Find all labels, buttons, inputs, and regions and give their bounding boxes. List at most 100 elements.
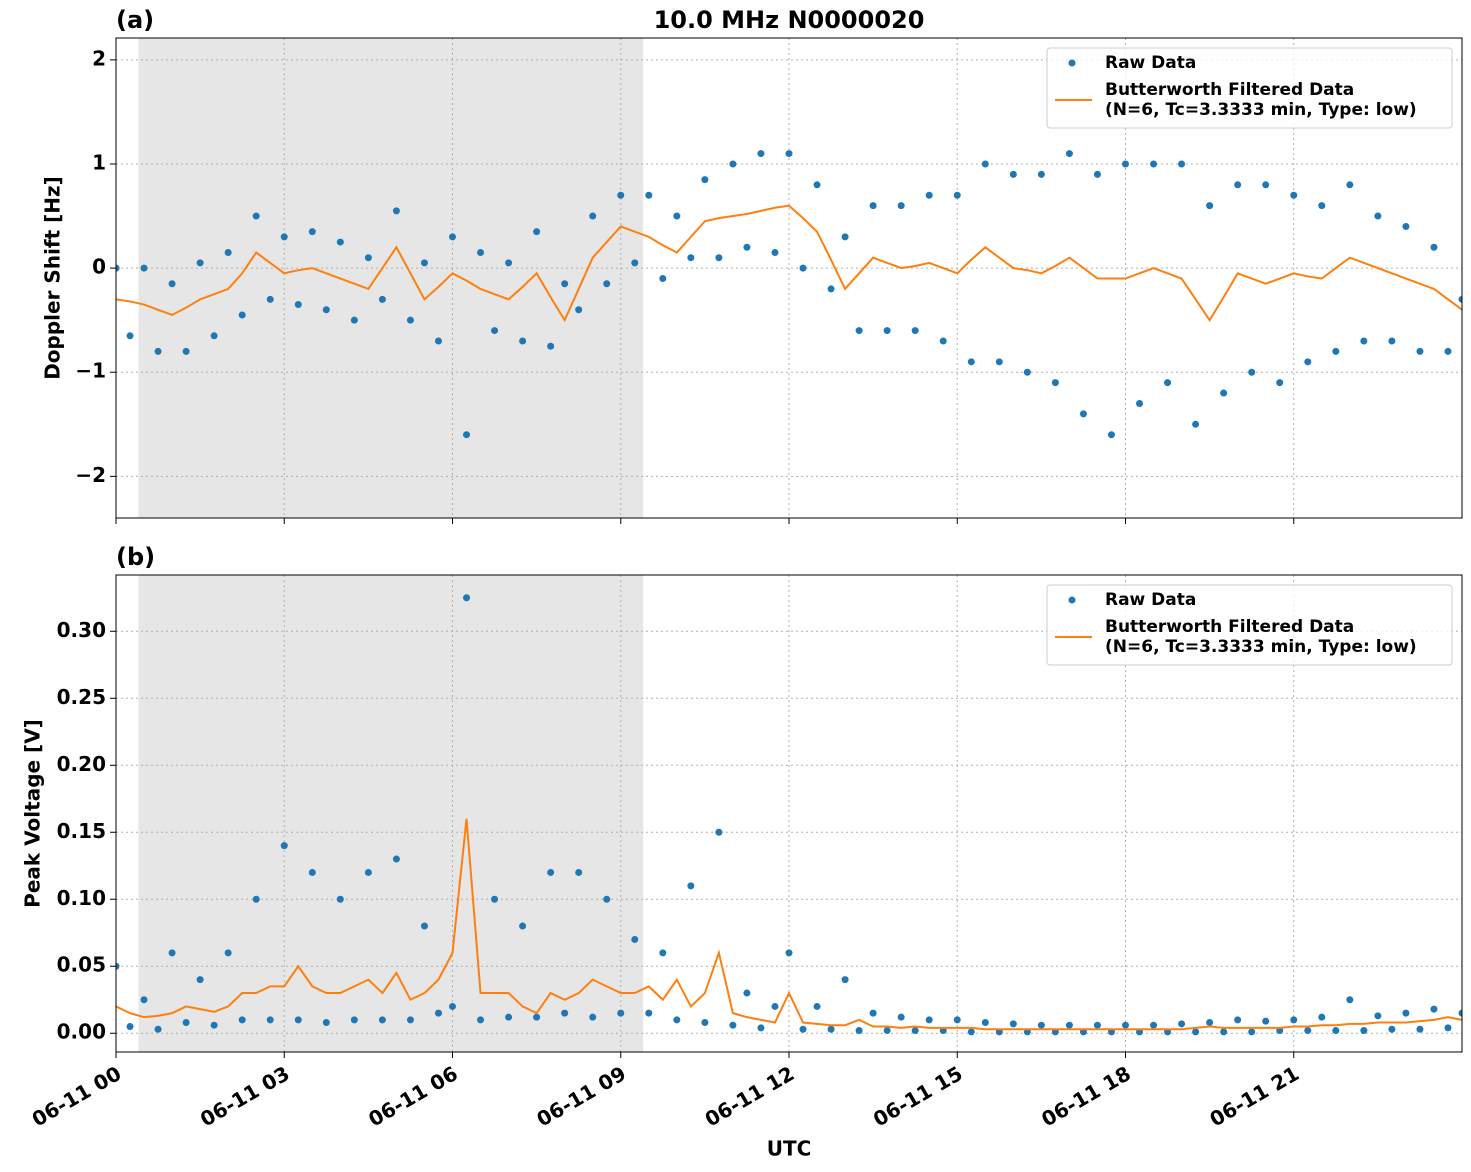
raw-point (743, 243, 751, 251)
raw-point (505, 1013, 513, 1021)
raw-point (196, 976, 204, 984)
raw-point (561, 280, 569, 288)
y-axis-label: Peak Voltage [V] (21, 719, 45, 908)
raw-point (575, 306, 583, 314)
raw-point (126, 1023, 134, 1031)
y-axis-label: Doppler Shift [Hz] (41, 176, 65, 380)
raw-point (729, 160, 737, 168)
y-tick-label: 0.00 (57, 1020, 106, 1044)
raw-point (1220, 389, 1228, 397)
raw-point (1065, 150, 1073, 158)
raw-point (631, 935, 639, 943)
raw-point (1318, 1013, 1326, 1021)
raw-point (715, 828, 723, 836)
raw-point (294, 1016, 302, 1024)
raw-point (1304, 358, 1312, 366)
night-shade (138, 575, 644, 1052)
raw-point (897, 202, 905, 210)
raw-point (280, 233, 288, 241)
raw-point (995, 358, 1003, 366)
raw-point (434, 337, 442, 345)
raw-point (1009, 170, 1017, 178)
raw-point (1192, 420, 1200, 428)
x-tick-label: 06-11 18 (1037, 1061, 1135, 1131)
raw-point (449, 233, 456, 241)
raw-point (350, 1016, 358, 1024)
raw-point (252, 895, 260, 903)
raw-point (1458, 1009, 1462, 1017)
raw-point (645, 191, 653, 199)
raw-point (116, 264, 120, 272)
raw-point (701, 1019, 709, 1027)
x-tick-label: 06-11 12 (701, 1061, 799, 1131)
raw-point (785, 150, 793, 158)
raw-point (224, 248, 232, 256)
raw-point (953, 1016, 961, 1024)
raw-point (1093, 170, 1101, 178)
raw-point (981, 160, 989, 168)
raw-point (1346, 996, 1354, 1004)
raw-point (855, 327, 863, 335)
raw-point (1318, 202, 1326, 210)
raw-point (336, 895, 344, 903)
y-tick-label: 2 (92, 46, 106, 70)
legend-box (1046, 584, 1453, 666)
legend-label: Butterworth Filtered Data (N=6, Tc=3.3333… (1105, 80, 1417, 120)
raw-point (1262, 181, 1270, 189)
filtered-line (116, 204, 1462, 323)
raw-point (1164, 379, 1172, 387)
raw-point (1430, 243, 1438, 251)
raw-point (1360, 337, 1368, 345)
raw-point (981, 1019, 989, 1027)
raw-point (420, 259, 428, 267)
raw-point (687, 882, 695, 890)
raw-point (827, 285, 835, 293)
raw-point (869, 1009, 877, 1017)
raw-point (1416, 1025, 1424, 1033)
y-tick-label: 0.15 (57, 819, 106, 843)
raw-point (1402, 222, 1410, 230)
raw-point (491, 895, 499, 903)
raw-point (1037, 1021, 1045, 1029)
raw-point (434, 1009, 442, 1017)
x-tick-label: 06-11 09 (532, 1061, 630, 1131)
x-axis-label: UTC (767, 1137, 812, 1161)
raw-point (841, 976, 849, 984)
raw-point (210, 1021, 218, 1029)
raw-point (967, 358, 975, 366)
raw-point (673, 1016, 681, 1024)
raw-point (1150, 160, 1158, 168)
raw-point (364, 868, 372, 876)
x-tick-label: 06-11 00 (28, 1061, 126, 1131)
plot-area (116, 594, 1462, 1036)
raw-point (1178, 160, 1186, 168)
raw-point (1079, 410, 1087, 418)
axes-frame (115, 574, 1463, 1053)
raw-point (182, 1019, 190, 1027)
raw-point (210, 332, 218, 340)
axes-frame (115, 37, 1463, 519)
panel-label: (b) (116, 543, 155, 571)
y-tick-label: −1 (75, 359, 106, 383)
night-shade (138, 38, 644, 518)
raw-point (883, 327, 891, 335)
raw-point (449, 1002, 456, 1010)
raw-point (1360, 1027, 1368, 1035)
y-tick-label: 0.30 (57, 618, 106, 642)
raw-point (1332, 1027, 1340, 1035)
raw-point (294, 301, 302, 309)
raw-point (1388, 337, 1396, 345)
raw-point (1374, 1012, 1382, 1020)
raw-point (168, 280, 176, 288)
raw-point (491, 327, 499, 335)
raw-point (463, 431, 471, 439)
y-tick-label: −2 (75, 463, 106, 487)
legend-swatch (1068, 59, 1076, 67)
legend-box (1046, 47, 1453, 129)
y-tick-label: 0 (92, 255, 106, 279)
raw-point (322, 306, 330, 314)
raw-point (673, 212, 681, 220)
raw-point (603, 280, 611, 288)
raw-point (827, 1025, 835, 1033)
